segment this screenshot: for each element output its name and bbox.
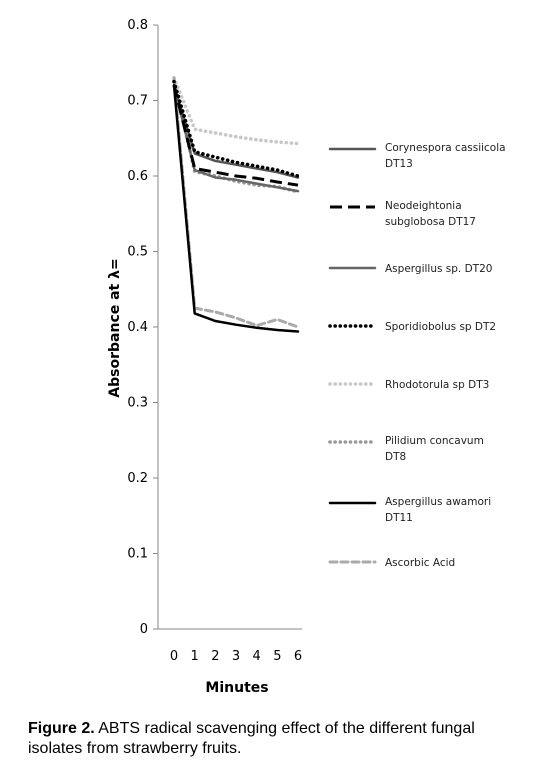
- legend: Corynespora cassiicola DT13 Neodeightonia s…: [328, 142, 506, 569]
- series-line: [172, 84, 300, 193]
- x-tick-label: 0: [170, 649, 178, 664]
- y-tick-label: 0: [140, 622, 148, 637]
- y-tick-label: 0.2: [127, 471, 148, 486]
- legend-label: Rhodotorula sp DT3: [385, 379, 489, 391]
- legend-label: Neodeightonia: [385, 200, 462, 212]
- legend-label: Corynespora cassiicola: [385, 142, 506, 154]
- series-lines: [172, 76, 300, 333]
- x-tick-label: 3: [232, 649, 240, 664]
- x-tick-label: 5: [273, 649, 281, 664]
- legend-label: DT11: [385, 512, 413, 524]
- y-tick-label: 0.5: [127, 245, 148, 260]
- y-tick-label: 0.8: [127, 18, 148, 33]
- x-tick-label: 2: [211, 649, 219, 664]
- series-line: [172, 85, 299, 187]
- y-tick-label: 0.7: [127, 94, 148, 109]
- y-tick-label: 0.6: [127, 169, 148, 184]
- x-axis-title: Minutes: [205, 680, 268, 696]
- x-tick-label: 4: [253, 649, 261, 664]
- figure-caption: Figure 2. ABTS radical scavenging effect…: [28, 719, 528, 759]
- legend-label: Sporidiobolus sp DT2: [385, 321, 496, 333]
- series-line: [172, 79, 300, 194]
- figure-caption-label: Figure 2.: [28, 720, 95, 737]
- series-line: [172, 84, 300, 333]
- legend-label: Pilidium concavum: [385, 435, 484, 447]
- figure-caption-text: ABTS radical scavenging effect of the di…: [28, 720, 475, 757]
- y-axis: 0 0.1 0.2 0.3 0.4 0.5 0.6 0.7 0.8: [127, 18, 159, 637]
- legend-label: Ascorbic Acid: [385, 557, 455, 569]
- legend-label: subglobosa DT17: [385, 216, 476, 228]
- y-tick-label: 0.1: [127, 547, 148, 562]
- y-axis-title: Absorbance at λ=: [107, 258, 123, 397]
- legend-label: DT8: [385, 451, 406, 463]
- legend-label: DT13: [385, 158, 413, 170]
- y-tick-label: 0.3: [127, 396, 148, 411]
- x-tick-label: 6: [294, 649, 302, 664]
- x-tick-label: 1: [191, 649, 199, 664]
- legend-label: Aspergillus sp. DT20: [385, 263, 492, 275]
- y-tick-label: 0.4: [127, 320, 148, 335]
- series-line: [172, 84, 300, 179]
- series-line: [172, 76, 300, 146]
- legend-label: Aspergillus awamori: [385, 496, 491, 508]
- series-line: [172, 79, 300, 178]
